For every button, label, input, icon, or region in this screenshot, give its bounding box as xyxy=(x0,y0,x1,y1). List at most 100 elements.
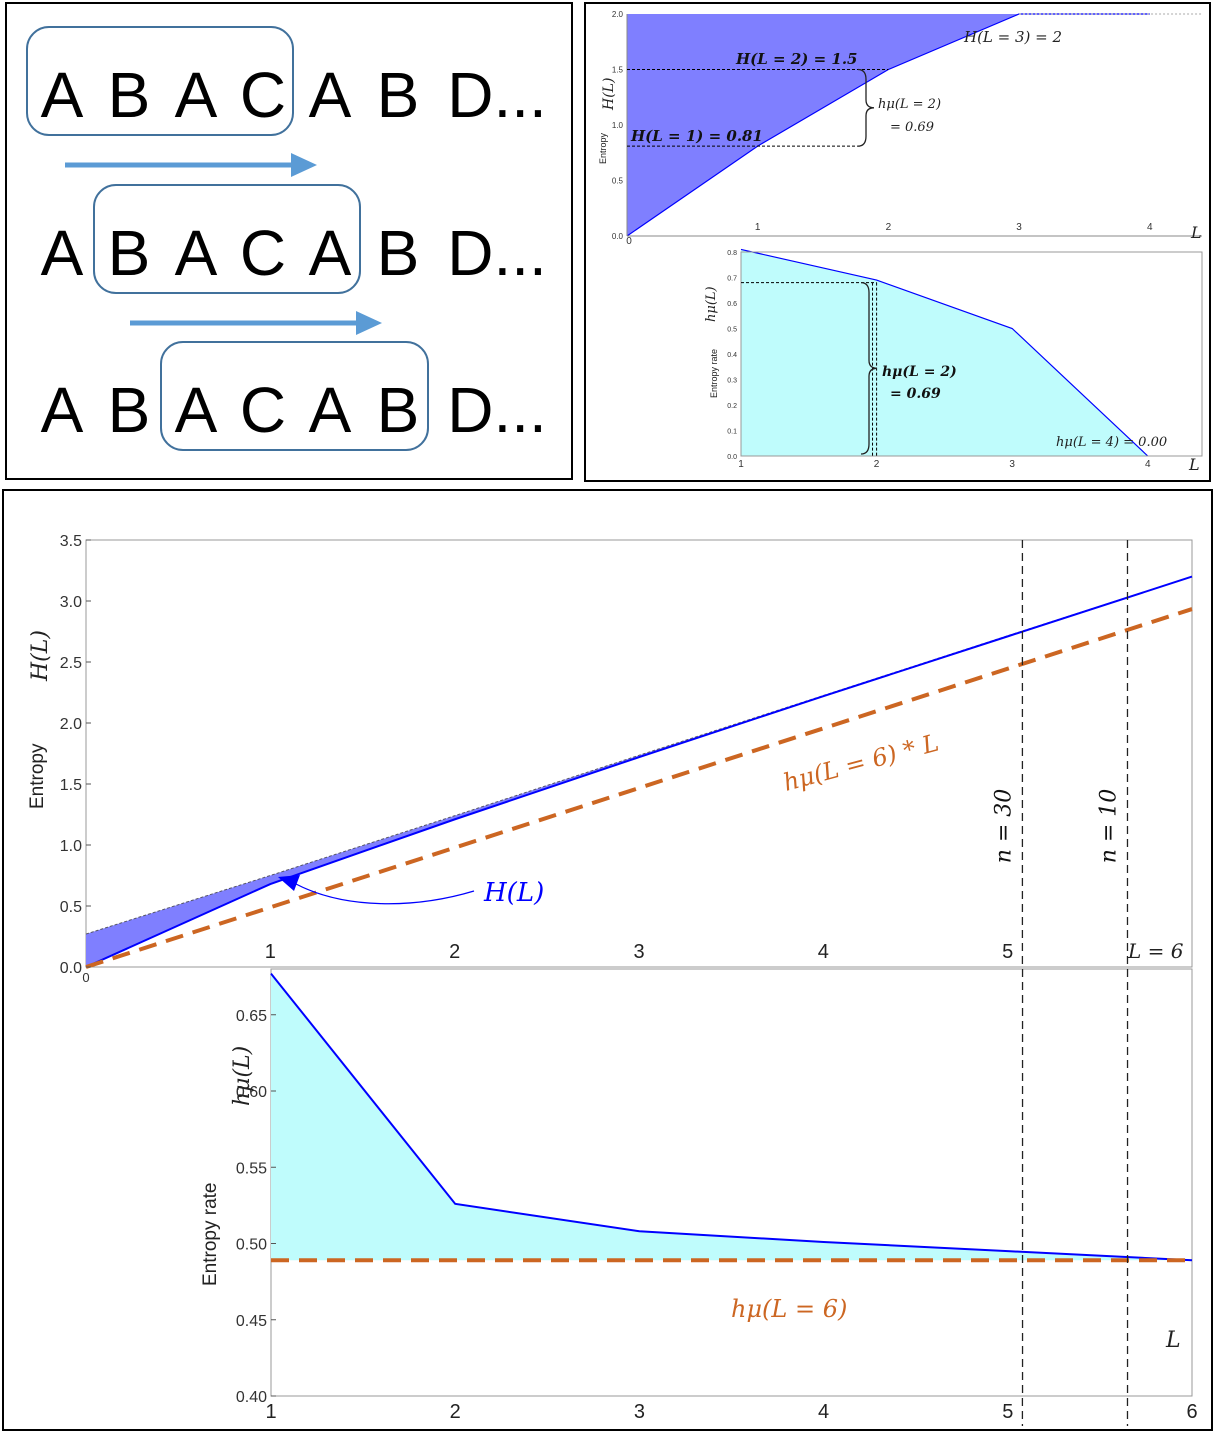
x-tick-label-last: L = 6 xyxy=(1127,939,1184,963)
x-tick-label: 3 xyxy=(634,1401,645,1423)
x-tick-label: 1 xyxy=(265,941,276,963)
brace-top xyxy=(857,68,875,147)
sequence-symbol: D... xyxy=(447,374,547,446)
x-axis-label: L xyxy=(1188,455,1200,474)
y-tick-label: 0.1 xyxy=(727,429,737,436)
sequence-symbol: B xyxy=(108,217,151,289)
sequence-symbol: D... xyxy=(447,217,547,289)
sequence-symbol: B xyxy=(377,374,420,446)
x-tick-label: 3 xyxy=(1009,459,1015,470)
sequence-symbol: A xyxy=(41,374,84,446)
y-tick-label: 3.0 xyxy=(60,594,82,611)
x-tick-label: 1 xyxy=(755,222,761,233)
sequence-symbol: A xyxy=(309,59,352,131)
y-tick-label: 0.2 xyxy=(727,403,737,410)
y-axis-label: hμ(L) xyxy=(704,286,719,322)
x-tick-label: 4 xyxy=(1145,459,1151,470)
entropy-upper-line xyxy=(85,576,1193,935)
sequence-symbol: A xyxy=(309,374,352,446)
series-pointer xyxy=(295,883,475,905)
x-axis-label: L xyxy=(1165,1328,1181,1353)
y-tick-label: 1.0 xyxy=(612,121,624,130)
window-box-3 xyxy=(160,341,429,451)
small-chart-panel: 0.0 0.5 1.0 1.5 2.0 0 1 2 3 4 L H(L) Entropy H(L = 2)… xyxy=(584,2,1211,482)
sample-size-label: n = 30 xyxy=(991,789,1016,864)
entropy-line xyxy=(85,575,1193,968)
sequence-symbol: A xyxy=(175,374,218,446)
y-tick-label: 0.5 xyxy=(727,327,737,334)
y-axis-label: H(L) xyxy=(28,630,53,682)
y-tick-label: 0.3 xyxy=(727,378,737,385)
x-tick-label: 6 xyxy=(1186,1401,1197,1423)
small-entropy-charts: 0.0 0.5 1.0 1.5 2.0 0 1 2 3 4 L H(L) Entropy H(L = 2)… xyxy=(598,10,1203,474)
big-chart-panel: n = 30 n = 10 0.0 0.5 1.0 1.5 2.0 2.5 3.0 3.5 0 1 2 3… xyxy=(2,489,1213,1431)
y-axis-label: Entropy xyxy=(598,132,608,164)
y-tick-label: 1.0 xyxy=(60,838,82,855)
y-tick-label: 0.6 xyxy=(727,301,737,308)
brace-label: = 0.69 xyxy=(890,386,941,402)
y-tick-label: 0.60 xyxy=(236,1084,267,1101)
x-tick-label: 3 xyxy=(1016,222,1022,233)
annotation-h3: H(L = 3) = 2 xyxy=(963,28,1062,46)
brace-label: hμ(L = 2) xyxy=(882,364,957,380)
y-tick-label: 2.0 xyxy=(612,10,624,19)
x-tick-label: 0 xyxy=(626,236,632,247)
sequence-symbol: C xyxy=(240,59,286,131)
rate-line xyxy=(740,248,1149,457)
brace-label: hμ(L = 2) xyxy=(878,97,941,112)
y-tick-label: 0.0 xyxy=(612,232,624,241)
y-axis-label: hμ(L) xyxy=(230,1046,255,1106)
y-tick-label: 0.0 xyxy=(727,454,737,461)
x-tick-label: 5 xyxy=(1002,941,1013,963)
y-tick-label: 2.0 xyxy=(60,716,82,733)
sequence-symbol: A xyxy=(309,217,352,289)
brace-label: = 0.69 xyxy=(890,120,934,135)
x-tick-label: 0 xyxy=(82,970,89,985)
annotation-h4: hμ(L = 4) = 0.00 xyxy=(1056,435,1167,450)
sequence-symbol: B xyxy=(377,59,420,131)
y-tick-label: 0.65 xyxy=(236,1008,267,1025)
sequence-symbol: C xyxy=(240,374,286,446)
y-tick-label: 0.45 xyxy=(236,1313,267,1330)
y-axis-label: Entropy rate xyxy=(709,349,719,398)
x-axis-label: L xyxy=(1190,223,1202,242)
entropy-fill xyxy=(627,14,1020,236)
sequence-symbol: A xyxy=(175,217,218,289)
x-tick-label: 3 xyxy=(633,941,644,963)
y-tick-label: 0.4 xyxy=(727,352,737,359)
y-tick-label: 3.5 xyxy=(60,533,82,550)
asymptote-label: hμ(L = 6) xyxy=(731,1295,847,1323)
sequence-symbol: B xyxy=(108,374,151,446)
brace-bottom xyxy=(860,281,878,455)
annotation-h2: H(L = 2) = 1.5 xyxy=(735,50,857,68)
rate-fill xyxy=(271,973,1192,1261)
rate-fill xyxy=(741,249,1148,456)
y-axis-label: H(L) xyxy=(601,78,617,111)
x-tick-label: 4 xyxy=(1147,222,1153,233)
y-tick-label: 0.5 xyxy=(60,899,82,916)
series-pointer-head xyxy=(278,875,300,891)
sequence-symbol: B xyxy=(108,59,151,131)
entropy-frame xyxy=(85,539,1193,968)
x-tick-label: 2 xyxy=(886,222,892,233)
sequence-symbol: A xyxy=(175,59,218,131)
y-tick-label: 0.8 xyxy=(727,250,737,257)
rate-line xyxy=(270,972,1193,1262)
x-tick-label: 1 xyxy=(265,1401,276,1423)
y-tick-label: 0.40 xyxy=(236,1389,267,1406)
sequence-symbol: A xyxy=(41,217,84,289)
shift-arrow-head xyxy=(356,311,382,335)
y-tick-label: 1.5 xyxy=(612,66,624,75)
sequence-symbol: D... xyxy=(447,59,547,131)
y-axis-label: Entropy xyxy=(27,743,48,809)
x-tick-label: 4 xyxy=(818,941,829,963)
window-box-2 xyxy=(93,184,361,294)
sample-size-label: n = 10 xyxy=(1096,789,1121,864)
sequence-symbol: B xyxy=(377,217,420,289)
asymptote-line xyxy=(85,607,1193,969)
sequence-symbol: A xyxy=(41,59,84,131)
y-tick-label: 0.7 xyxy=(727,276,737,283)
y-tick-label: 0.5 xyxy=(612,177,624,186)
x-tick-label: 1 xyxy=(738,459,744,470)
x-tick-label: 5 xyxy=(1002,1401,1013,1423)
